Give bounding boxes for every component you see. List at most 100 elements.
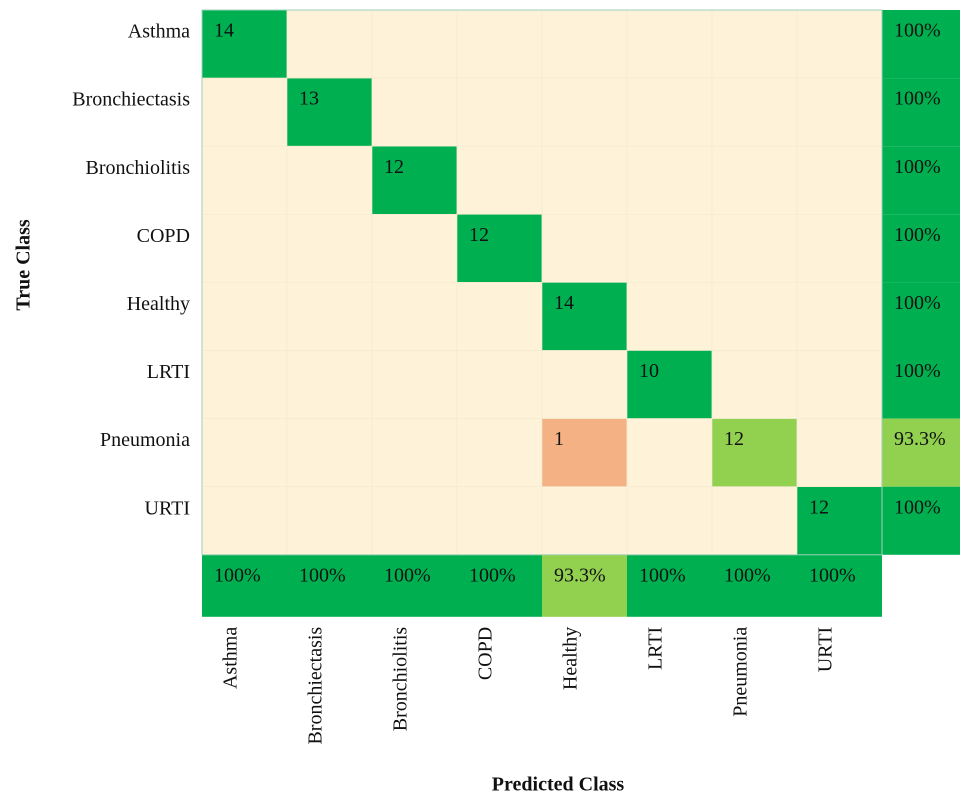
grid-border bbox=[201, 9, 883, 556]
empty-cell bbox=[626, 9, 713, 79]
y-tick-label: Bronchiolitis bbox=[86, 157, 191, 179]
column-summary-cell bbox=[627, 554, 712, 617]
empty-cell bbox=[201, 145, 288, 215]
row-summary-cell bbox=[882, 214, 960, 283]
empty-cell bbox=[456, 350, 543, 419]
empty-cell bbox=[626, 77, 713, 147]
cell-label: 13 bbox=[299, 88, 319, 110]
empty-cell bbox=[286, 214, 373, 283]
y-tick-label: Asthma bbox=[128, 21, 190, 43]
cell-label: 14 bbox=[214, 20, 234, 42]
row-summary-cell bbox=[882, 282, 960, 351]
cell bbox=[201, 9, 288, 79]
y-tick-label: Healthy bbox=[127, 293, 190, 315]
x-tick-label: LRTI bbox=[645, 627, 667, 670]
empty-cell bbox=[371, 214, 458, 283]
empty-cell bbox=[201, 418, 288, 488]
x-tick-label: COPD bbox=[475, 627, 497, 680]
column-summary-cell bbox=[202, 554, 287, 617]
empty-cell bbox=[456, 145, 543, 215]
y-tick-label: COPD bbox=[137, 225, 190, 247]
empty-cell bbox=[371, 418, 458, 488]
column-summary-cell bbox=[287, 554, 372, 617]
cell-label: 12 bbox=[724, 428, 744, 450]
empty-cell bbox=[711, 214, 798, 283]
empty-cell bbox=[796, 350, 883, 419]
column-summary-label: 100% bbox=[724, 564, 771, 586]
empty-cell bbox=[456, 9, 543, 79]
empty-cell bbox=[796, 77, 883, 147]
empty-cell bbox=[626, 282, 713, 351]
cell bbox=[456, 214, 543, 283]
column-summary-label: 100% bbox=[469, 564, 516, 586]
row-summary-label: 93.3% bbox=[894, 428, 946, 450]
empty-cell bbox=[711, 486, 798, 556]
empty-cell bbox=[796, 214, 883, 283]
empty-cell bbox=[711, 350, 798, 419]
x-tick-label: Bronchiectasis bbox=[305, 627, 327, 745]
empty-cell bbox=[796, 9, 883, 79]
empty-cell bbox=[541, 145, 628, 215]
empty-cell bbox=[711, 282, 798, 351]
empty-cell bbox=[711, 145, 798, 215]
empty-cell bbox=[796, 282, 883, 351]
empty-cell bbox=[626, 214, 713, 283]
row-summary-cell bbox=[882, 10, 960, 79]
empty-cell bbox=[541, 486, 628, 556]
cell-label: 14 bbox=[554, 292, 574, 314]
empty-cell bbox=[541, 77, 628, 147]
row-summary-cell bbox=[882, 146, 960, 215]
row-summary-label: 100% bbox=[894, 360, 941, 382]
empty-cell bbox=[626, 145, 713, 215]
column-summary-label: 100% bbox=[809, 564, 856, 586]
empty-cell bbox=[201, 214, 288, 283]
empty-cell bbox=[541, 214, 628, 283]
column-summary-label: 100% bbox=[299, 564, 346, 586]
empty-cell bbox=[286, 9, 373, 79]
empty-cell bbox=[201, 486, 288, 556]
empty-cell bbox=[201, 77, 288, 147]
empty-cell bbox=[286, 350, 373, 419]
column-summary-cell bbox=[542, 554, 627, 617]
row-summary-label: 100% bbox=[894, 88, 941, 110]
empty-cell bbox=[456, 77, 543, 147]
cell-label: 12 bbox=[384, 156, 404, 178]
column-summary-label: 100% bbox=[639, 564, 686, 586]
cell bbox=[286, 77, 373, 147]
empty-cell bbox=[456, 418, 543, 488]
empty-cell bbox=[456, 282, 543, 351]
empty-cell bbox=[286, 145, 373, 215]
empty-cell bbox=[371, 282, 458, 351]
column-summary-label: 100% bbox=[384, 564, 431, 586]
cell-label: 10 bbox=[639, 360, 659, 382]
x-tick-label: Healthy bbox=[560, 627, 582, 690]
empty-cell bbox=[711, 77, 798, 147]
cell-label: 12 bbox=[469, 224, 489, 246]
column-summary-label: 100% bbox=[214, 564, 261, 586]
empty-cell bbox=[371, 350, 458, 419]
x-tick-label: URTI bbox=[815, 627, 837, 672]
empty-cell bbox=[286, 486, 373, 556]
x-tick-label: Asthma bbox=[220, 627, 242, 689]
row-summary-label: 100% bbox=[894, 224, 941, 246]
empty-cell bbox=[286, 418, 373, 488]
y-tick-label: Pneumonia bbox=[100, 429, 190, 451]
row-summary-label: 100% bbox=[894, 292, 941, 314]
y-axis-label: True Class bbox=[13, 219, 35, 311]
cell bbox=[371, 145, 458, 215]
empty-cell bbox=[201, 282, 288, 351]
column-summary-label: 93.3% bbox=[554, 564, 606, 586]
empty-cell bbox=[201, 350, 288, 419]
column-summary-cell bbox=[372, 554, 457, 617]
empty-cell bbox=[371, 486, 458, 556]
empty-cell bbox=[286, 282, 373, 351]
empty-cell bbox=[456, 486, 543, 556]
row-summary-cell bbox=[882, 418, 960, 487]
row-summary-cell bbox=[882, 350, 960, 419]
empty-cell bbox=[541, 350, 628, 419]
cell-label: 12 bbox=[809, 496, 829, 518]
row-summary-label: 100% bbox=[894, 156, 941, 178]
cell bbox=[711, 418, 798, 488]
empty-cell bbox=[371, 77, 458, 147]
